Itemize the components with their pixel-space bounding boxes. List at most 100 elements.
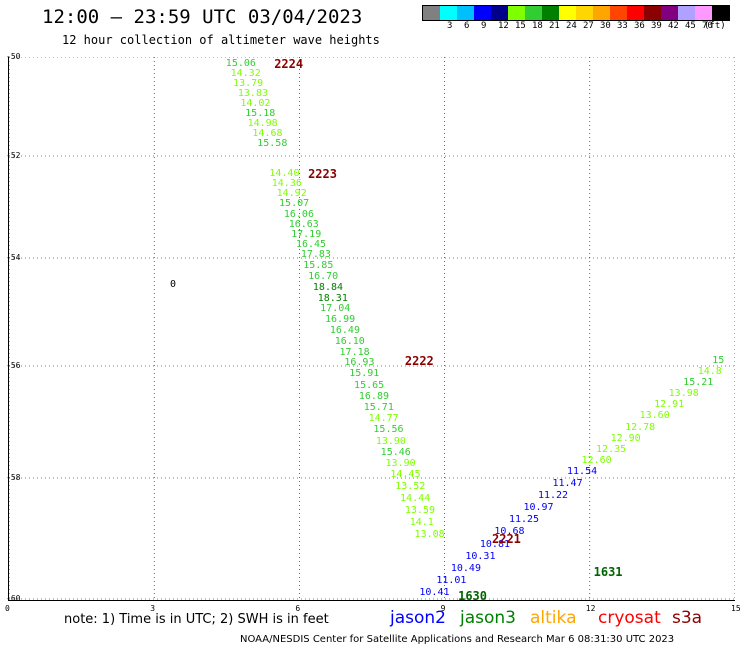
colorbar-swatch: [491, 6, 508, 20]
swh-value-label: 16.49: [329, 324, 360, 336]
colorbar-swatch: [542, 6, 559, 20]
zero-marker: 0: [170, 279, 177, 290]
swh-value-label: 16.70: [308, 270, 339, 282]
credits-line: NOAA/NESDIS Center for Satellite Applica…: [240, 634, 675, 645]
swh-value-label: 14.8: [697, 365, 722, 377]
swh-value-label: 13.79: [233, 78, 264, 90]
swh-value-label: 17.04: [320, 303, 351, 315]
swh-value-label: 14.45: [390, 469, 421, 481]
swh-value-label: 17.19: [291, 229, 322, 241]
colorbar-swatch: [440, 6, 457, 20]
swh-value-label: 15.07: [279, 198, 310, 210]
colorbar-tick-label: 42: [668, 21, 679, 31]
swh-value-label: 18.84: [312, 281, 344, 293]
longitude-label: 0: [5, 604, 10, 613]
swh-value-label: 11.25: [508, 514, 540, 526]
colorbar-swatch: [678, 6, 695, 20]
swh-value-label: 10.81: [479, 538, 510, 550]
map-frame: [8, 57, 735, 601]
satellite-legend-cryosat: cryosat: [598, 608, 661, 628]
colorbar-tick-label: 24: [566, 21, 577, 31]
pass-number-label: 1631: [593, 564, 623, 579]
swh-value-label: 15.18: [245, 107, 276, 119]
swh-value-label: 13.59: [404, 505, 435, 517]
swh-value-label: 15.85: [303, 260, 334, 272]
latitude-label: -52: [6, 151, 21, 160]
colorbar-swatch: [661, 6, 678, 20]
swh-value-label: 13.90: [375, 435, 406, 447]
swh-value-label: 15.58: [257, 137, 288, 149]
swh-value-label: 14.68: [252, 127, 283, 139]
swh-value-label: 13.60: [639, 410, 670, 422]
satellite-legend-jason3: jason3: [460, 608, 516, 628]
map-title: 12:00 — 23:59 UTC 03/04/2023: [42, 6, 363, 28]
swh-value-label: 14.77: [368, 413, 399, 425]
swh-value-label: 15.71: [363, 402, 394, 413]
colorbar-tick-label: 3: [447, 21, 453, 31]
swh-value-label: 14.98: [247, 117, 278, 129]
colorbar-tick-label: 21: [549, 21, 560, 31]
swh-value-label: 11.01: [436, 574, 467, 586]
swh-value-label: 10.68: [494, 526, 525, 538]
swh-value-label: 15.65: [354, 379, 385, 391]
colorbar-swatch: [508, 6, 525, 20]
latitude-label: -56: [6, 361, 21, 370]
colorbar-tick-label: 27: [583, 21, 594, 31]
swh-value-label: 12.60: [581, 455, 612, 467]
swh-value-label: 10.49: [450, 562, 481, 574]
map-grid: [9, 57, 735, 600]
longitude-label: 15: [731, 604, 740, 613]
colorbar-tick-label: 15: [515, 21, 526, 31]
latitude-label: -58: [6, 473, 21, 482]
swh-value-label: 18.31: [317, 292, 348, 304]
colorbar-tick-label: 30: [600, 21, 611, 31]
swh-value-label: 12.91: [654, 399, 685, 411]
swh-value-label: 11.47: [552, 478, 583, 490]
swh-value-label: 13.52: [395, 481, 426, 493]
swh-value-label: 13.90: [385, 458, 416, 469]
colorbar-labels: 3 6 9 12 15 18 21 24 27 30 33 36 39 42 45 70 (ft): [426, 21, 740, 33]
swh-value-label: 15.56: [373, 424, 404, 436]
swh-value-label: 16.93: [344, 357, 375, 369]
swh-value-label: 12.35: [596, 444, 627, 455]
swh-value-label: 11.22: [537, 490, 569, 502]
swh-value-label: 14.44: [400, 493, 431, 505]
swh-value-label: 15: [712, 354, 725, 366]
pass-number-label: 1630: [458, 588, 488, 603]
swh-value-label: 15.91: [349, 368, 380, 380]
swh-value-label: 14.1: [409, 517, 434, 529]
pass-number-label: 2221: [492, 531, 521, 546]
colorbar-swatch: [559, 6, 576, 20]
satellite-legend-s3a: s3a: [672, 608, 703, 628]
colorbar: [422, 5, 730, 21]
colorbar-swatch: [627, 6, 644, 20]
swh-value-label: 14.36: [271, 178, 302, 190]
colorbar-swatch: [610, 6, 627, 20]
swh-value-label: 13.98: [668, 388, 699, 399]
pass-number-label: 2223: [308, 166, 337, 181]
colorbar-tick-label: 9: [481, 21, 487, 31]
swh-value-label: 17.18: [339, 346, 370, 358]
colorbar-tick-label: 6: [464, 21, 470, 31]
swh-value-label: 14.92: [276, 188, 307, 200]
swh-value-label: 16.45: [295, 239, 327, 251]
colorbar-tick-label: 36: [634, 21, 645, 31]
footer-note: note: 1) Time is in UTC; 2) SWH is in fe…: [64, 612, 329, 627]
colorbar-unit-label: (ft): [704, 21, 726, 31]
colorbar-tick-label: 12: [498, 21, 509, 31]
swh-value-label: 16.10: [334, 335, 365, 347]
swh-value-label: 13.83: [237, 88, 268, 100]
swh-value-label: 16.63: [288, 218, 319, 230]
satellite-legend-altika: altika: [530, 608, 577, 628]
colorbar-swatch: [457, 6, 474, 20]
longitude-label: 12: [585, 604, 596, 613]
pass-number-label: 2224: [274, 57, 304, 72]
colorbar-tick-label: 33: [617, 21, 628, 31]
swh-value-label: 10.97: [523, 502, 554, 514]
latitude-label: -60: [6, 594, 21, 603]
colorbar-tick-label: 39: [651, 21, 662, 31]
swh-value-label: 16.89: [358, 390, 389, 402]
colorbar-swatch: [525, 6, 542, 20]
satellite-legend-jason2: jason2: [390, 608, 446, 628]
pass-number-label: 2222: [404, 353, 434, 368]
